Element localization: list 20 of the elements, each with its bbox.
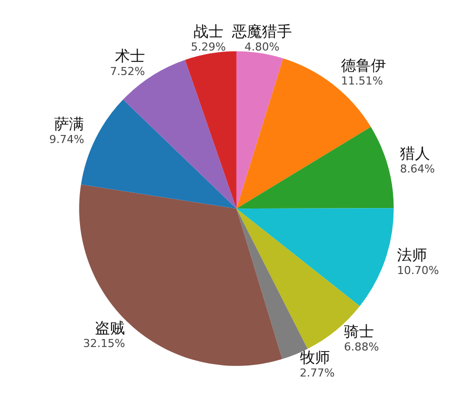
slice-label: 牧师 [300, 348, 330, 367]
slice-label: 萨满 [54, 115, 84, 134]
data-label: 10.70% [396, 264, 439, 278]
data-label: 2.77% [300, 366, 335, 380]
slice-label: 猎人 [400, 144, 430, 162]
slice-label: 恶魔猎手 [230, 22, 292, 40]
slice-label: 骑士 [344, 322, 374, 340]
slice-label: 盗贼 [95, 319, 126, 338]
data-label: 8.64% [400, 162, 435, 176]
slice-label: 战士 [193, 22, 224, 41]
slice-label: 术士 [114, 47, 145, 66]
data-label: 7.52% [110, 65, 145, 78]
slice-label: 法师 [396, 246, 427, 264]
data-label: 32.15% [83, 337, 126, 350]
data-label: 5.29% [190, 40, 226, 54]
data-label: 11.51% [341, 74, 383, 88]
data-label: 6.88% [344, 340, 379, 354]
data-label: 4.80% [244, 40, 280, 54]
data-label: 9.74% [49, 133, 84, 146]
slice-label: 德鲁伊 [341, 56, 386, 74]
